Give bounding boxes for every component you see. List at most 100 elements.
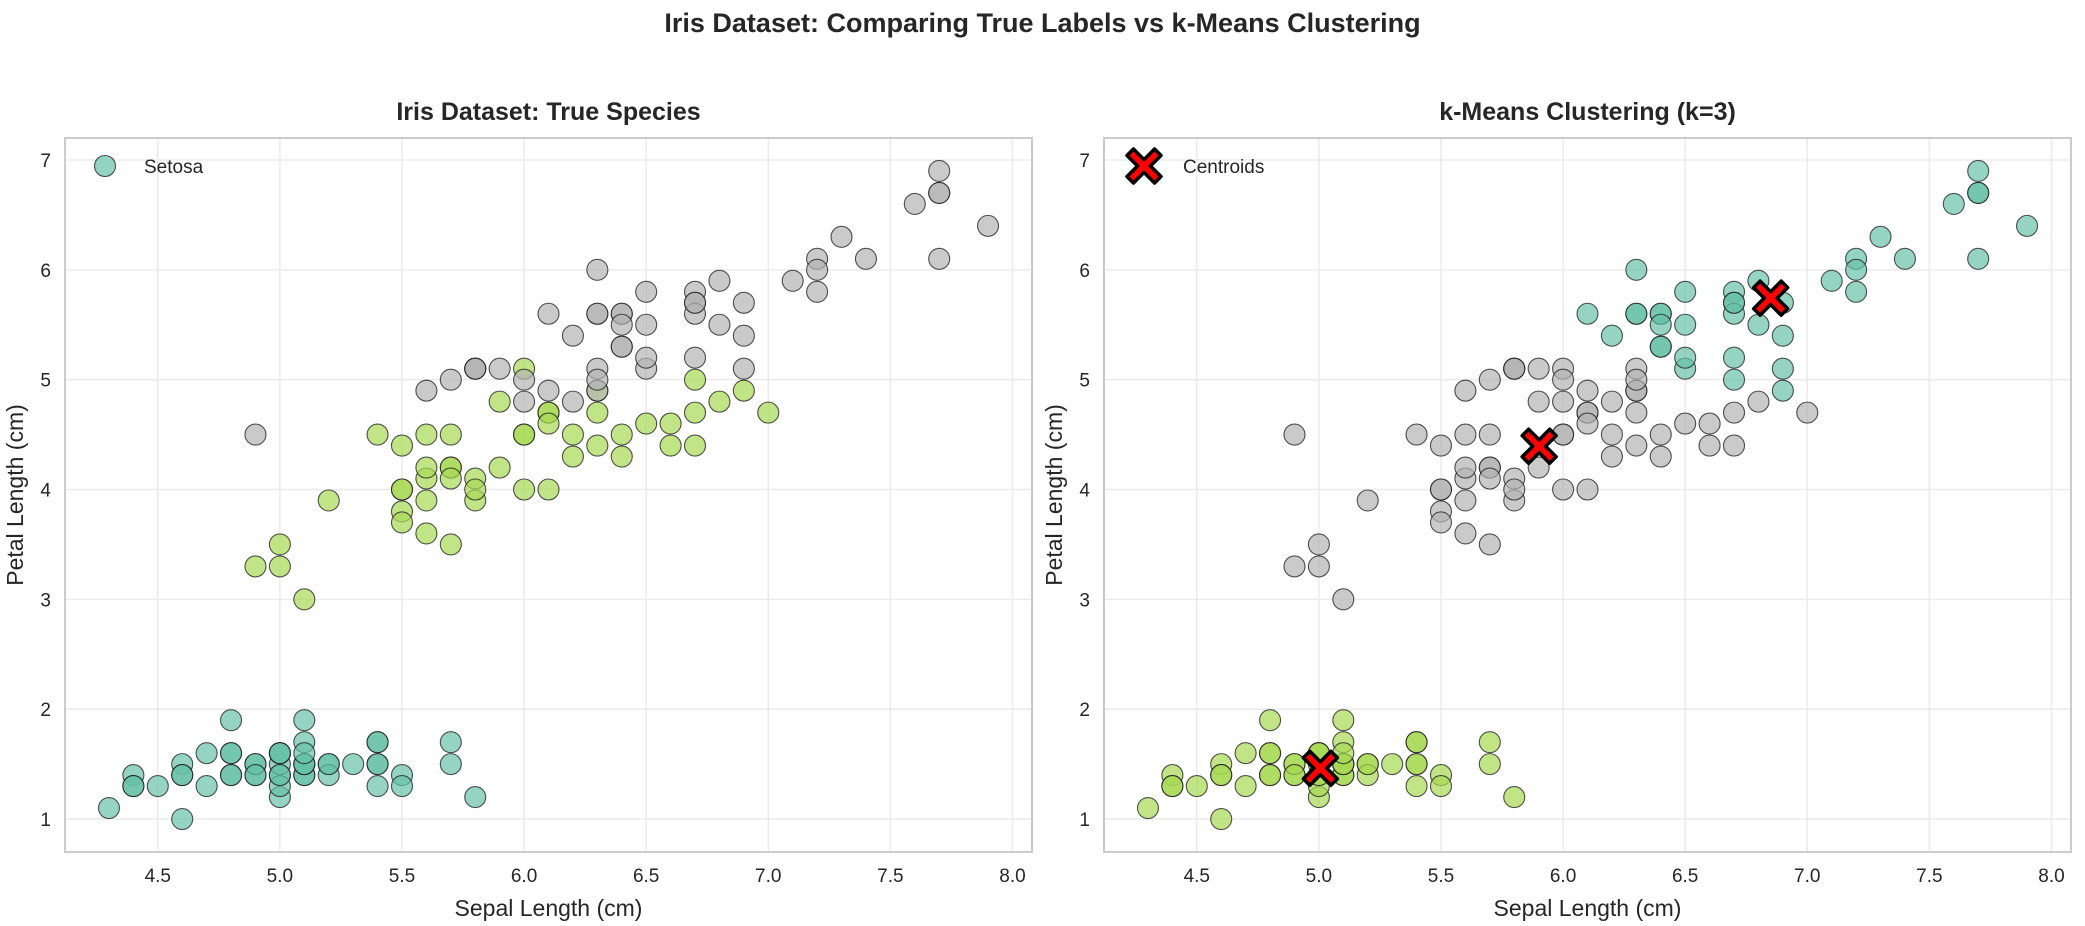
data-point-cluster-2 — [1771, 324, 1794, 347]
data-point-virginica — [928, 247, 951, 270]
data-point-cluster-1 — [1478, 533, 1501, 556]
y-tick-label: 6 — [40, 261, 51, 282]
data-point-setosa — [171, 764, 194, 787]
data-point-cluster-1 — [1722, 434, 1746, 457]
data-point-cluster-0 — [1259, 709, 1282, 732]
data-point-virginica — [732, 324, 755, 347]
x-tick-label: 4.5 — [145, 866, 171, 887]
centroid-marker — [1301, 749, 1340, 788]
data-point-cluster-1 — [1600, 390, 1623, 413]
data-point-cluster-1 — [1454, 423, 1477, 446]
data-point-cluster-2 — [1674, 280, 1697, 303]
y-tick-label: 6 — [1079, 261, 1090, 282]
data-point-versicolor — [293, 588, 316, 611]
data-point-cluster-2 — [1576, 302, 1599, 325]
data-point-virginica — [635, 346, 658, 369]
x-axis-label: Sepal Length (cm) — [1494, 895, 1682, 921]
data-point-cluster-1 — [1527, 357, 1550, 380]
data-point-cluster-1 — [1747, 390, 1770, 413]
data-point-cluster-2 — [1625, 302, 1648, 325]
legend-marker-setosa — [93, 154, 117, 178]
data-point-virginica — [513, 390, 536, 413]
data-point-virginica — [537, 302, 560, 325]
data-point-virginica — [806, 280, 829, 303]
data-point-cluster-1 — [1552, 368, 1575, 391]
series-virginica — [244, 159, 1000, 446]
axes-frame — [64, 137, 1033, 853]
data-point-cluster-2 — [2015, 214, 2039, 237]
data-point-cluster-1 — [1429, 478, 1453, 501]
x-tick-label: 7.5 — [877, 866, 903, 887]
data-point-setosa — [439, 753, 462, 776]
data-point-cluster-2 — [1967, 181, 1990, 204]
data-point-cluster-1 — [1454, 489, 1477, 512]
data-point-virginica — [928, 159, 951, 183]
data-point-cluster-2 — [1967, 247, 1990, 270]
data-point-virginica — [903, 192, 926, 215]
data-point-setosa — [195, 775, 218, 798]
data-point-cluster-0 — [1356, 753, 1379, 776]
data-point-cluster-1 — [1307, 555, 1330, 578]
data-point-versicolor — [513, 423, 536, 446]
data-point-versicolor — [635, 412, 658, 435]
data-point-cluster-0 — [1381, 753, 1404, 776]
data-point-cluster-2 — [1771, 379, 1794, 402]
data-point-versicolor — [610, 445, 633, 468]
data-point-versicolor — [513, 478, 536, 501]
data-point-setosa — [97, 797, 121, 820]
axes-frame — [1103, 137, 2072, 853]
data-point-versicolor — [415, 423, 438, 446]
data-point-cluster-0 — [1234, 742, 1257, 765]
data-point-cluster-2 — [1845, 258, 1868, 281]
data-point-versicolor — [488, 456, 511, 479]
data-point-virginica — [635, 280, 658, 303]
data-point-cluster-0 — [1234, 775, 1257, 798]
data-point-setosa — [439, 731, 462, 754]
data-point-versicolor — [439, 533, 462, 556]
data-point-versicolor — [659, 434, 682, 457]
scatter-points — [1136, 159, 2039, 831]
data-point-setosa — [366, 731, 389, 754]
data-point-cluster-1 — [1796, 401, 1819, 424]
data-point-virginica — [561, 324, 584, 347]
data-point-versicolor — [537, 412, 560, 435]
data-point-cluster-1 — [1649, 445, 1672, 468]
data-point-cluster-2 — [1747, 313, 1770, 336]
data-point-cluster-1 — [1625, 434, 1648, 457]
data-point-cluster-1 — [1527, 456, 1550, 479]
data-point-versicolor — [561, 423, 584, 446]
data-point-setosa — [293, 742, 316, 765]
y-tick-label: 5 — [1079, 371, 1090, 392]
data-point-cluster-1 — [1356, 489, 1379, 512]
data-point-cluster-1 — [1454, 379, 1477, 402]
data-point-virginica — [732, 291, 755, 314]
axes-kmeans: 4.5 5.0 5.5 6.0 6.5 7.0 7.5 8.0 1 2 3 4 5 6 7 k-Means C… — [1041, 98, 2072, 921]
data-point-virginica — [610, 335, 633, 358]
data-point-setosa — [366, 753, 389, 776]
data-point-virginica — [708, 313, 731, 336]
x-tick-label: 7.5 — [1916, 866, 1942, 887]
data-point-virginica — [415, 379, 438, 402]
legend-label: Setosa — [144, 157, 204, 178]
data-point-cluster-1 — [1552, 478, 1575, 501]
data-point-cluster-1 — [1478, 467, 1501, 490]
data-point-versicolor — [439, 423, 462, 446]
data-point-cluster-0 — [1210, 807, 1233, 831]
data-point-cluster-1 — [1722, 401, 1746, 424]
data-point-virginica — [464, 357, 487, 380]
data-point-cluster-1 — [1674, 412, 1697, 435]
data-point-virginica — [586, 368, 609, 391]
data-point-versicolor — [366, 423, 389, 446]
scatter-points — [97, 159, 1000, 831]
data-point-setosa — [268, 742, 291, 765]
data-point-cluster-0 — [1405, 753, 1428, 776]
data-point-cluster-0 — [1405, 775, 1428, 798]
data-point-versicolor — [390, 511, 414, 534]
data-point-virginica — [586, 302, 609, 325]
y-axis-label: Petal Length (cm) — [2, 404, 28, 586]
data-point-cluster-1 — [1576, 412, 1599, 435]
legend-marker-centroids — [1125, 147, 1163, 185]
y-tick-label: 2 — [40, 700, 51, 721]
data-point-cluster-1 — [1283, 423, 1306, 446]
data-point-versicolor — [390, 434, 414, 457]
